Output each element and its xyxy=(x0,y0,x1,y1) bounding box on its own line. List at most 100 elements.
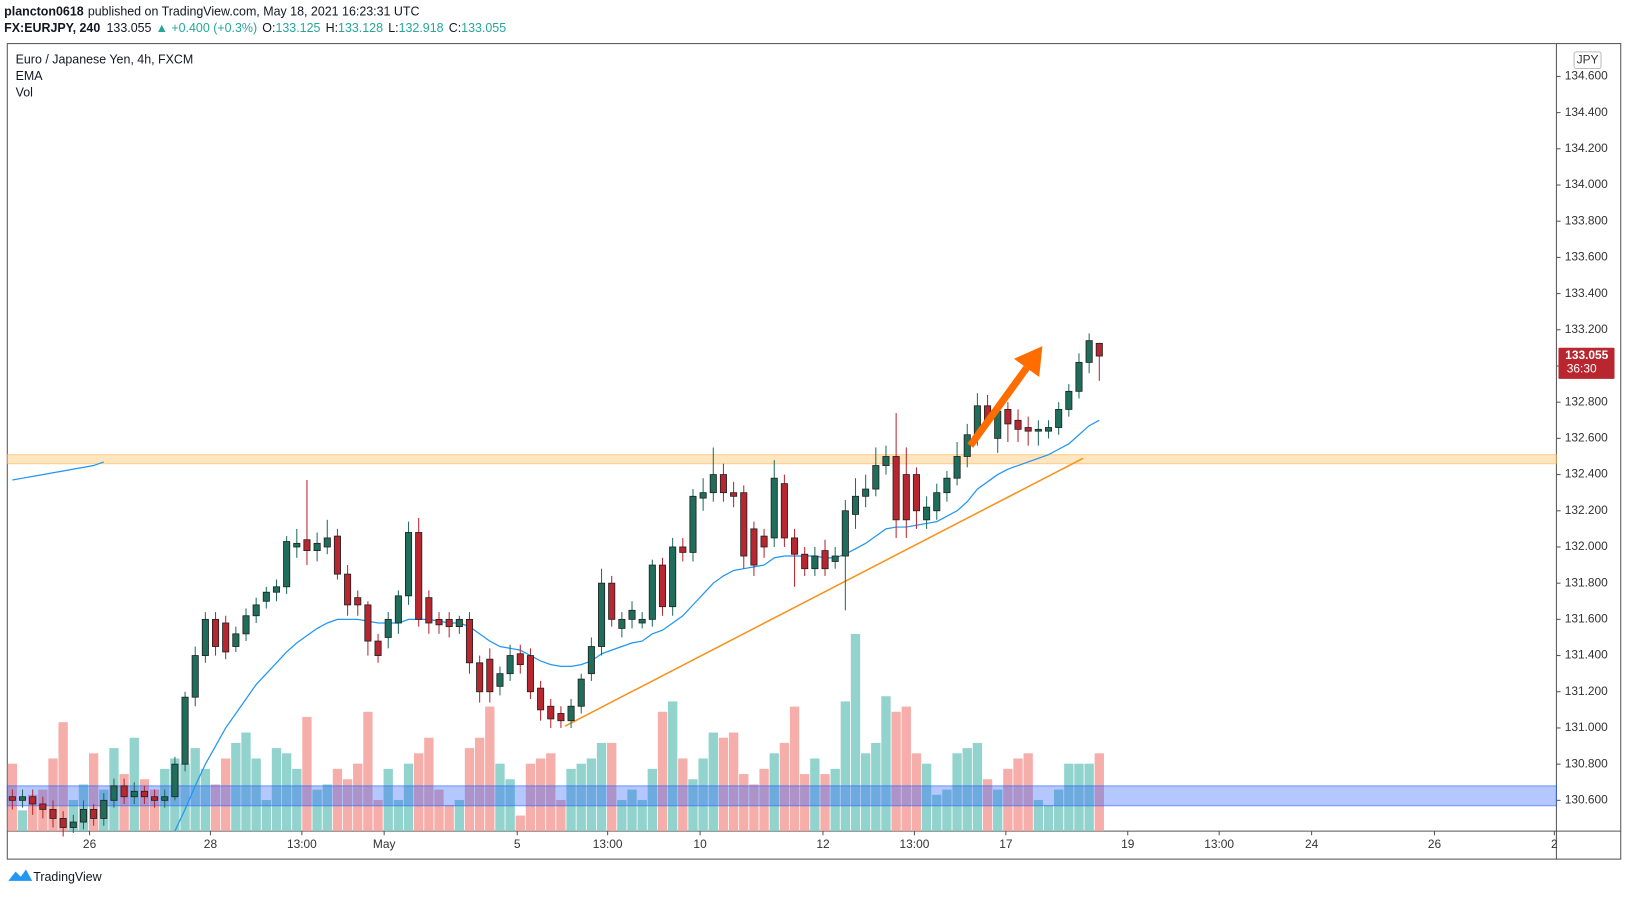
x-tick-label: 24 xyxy=(1305,837,1319,851)
x-tick-label: 13:00 xyxy=(899,837,929,851)
candle-body xyxy=(963,434,971,457)
volume-bar xyxy=(993,789,1003,832)
volume-bar xyxy=(515,815,525,832)
volume-bar xyxy=(200,768,211,832)
candle-body xyxy=(425,597,433,624)
volume-bar xyxy=(921,763,932,832)
volume-bar xyxy=(210,784,221,832)
x-tick-label: 13:00 xyxy=(287,837,317,851)
volume-bar xyxy=(149,789,160,832)
candle-body xyxy=(638,618,646,624)
x-tick-label: 10 xyxy=(693,837,707,851)
y-tick-label: 133.200 xyxy=(1565,322,1608,336)
y-tick-label: 133.400 xyxy=(1565,286,1608,300)
candle-body xyxy=(567,705,575,722)
ohlc-value: 132.918 xyxy=(399,21,444,35)
volume-bar xyxy=(739,774,749,832)
candle-body xyxy=(1075,361,1083,392)
candle-body xyxy=(1004,409,1012,425)
volume-bar xyxy=(942,789,952,832)
x-tick-label: 13:00 xyxy=(593,837,623,851)
volume-bar xyxy=(322,784,332,832)
candle-body xyxy=(953,456,961,479)
candle-body xyxy=(831,555,839,562)
currency: JPY xyxy=(1577,52,1599,66)
volume-bar xyxy=(840,701,851,832)
volume-bar xyxy=(860,753,871,832)
y-tick-label: 131.000 xyxy=(1565,720,1608,734)
y-tick-label: 134.600 xyxy=(1565,69,1608,83)
currency-box[interactable] xyxy=(1573,51,1602,69)
volume-bar xyxy=(911,753,922,832)
candle-body xyxy=(364,604,372,642)
volume-bar xyxy=(495,763,505,832)
candle-body xyxy=(120,785,128,798)
candle-body xyxy=(79,808,88,823)
candle-body xyxy=(435,618,443,626)
volume-bar xyxy=(891,711,901,832)
volume-bar xyxy=(190,748,200,832)
ohlc: O:133.125 H:133.128 L:132.918 C:133.055 xyxy=(262,21,506,35)
zone xyxy=(6,785,1557,807)
volume-bar xyxy=(800,774,810,832)
volume-bar xyxy=(1033,799,1044,832)
candle-body xyxy=(780,483,788,539)
volume-bar xyxy=(251,758,261,832)
volume-bar xyxy=(48,758,58,832)
volume-bar xyxy=(708,732,718,832)
volume-bar xyxy=(261,799,271,832)
symbol: FX:EURJPY, 240 xyxy=(4,21,100,35)
candle-body xyxy=(892,456,900,521)
volume-bar xyxy=(1003,768,1013,832)
volume-bar xyxy=(383,768,393,832)
volume-bar xyxy=(535,758,546,832)
footer-brand: TradingView xyxy=(33,870,102,884)
candle-body xyxy=(212,618,220,647)
candle-body xyxy=(252,604,260,617)
volume-bar xyxy=(972,742,983,832)
y-tick-label: 131.200 xyxy=(1565,684,1608,698)
candle-body xyxy=(811,555,819,570)
candle-body xyxy=(699,492,707,499)
candle-body xyxy=(69,821,77,828)
candle-body xyxy=(526,655,534,693)
candle-body xyxy=(90,808,98,819)
volume-bar xyxy=(231,742,241,832)
candle-body xyxy=(232,633,240,647)
candle-body xyxy=(912,474,920,512)
ema-line xyxy=(12,461,105,481)
ohlc-label: H: xyxy=(326,21,338,35)
y-tick-label: 130.800 xyxy=(1565,756,1608,770)
y-tick-label: 131.400 xyxy=(1565,648,1608,662)
candle-body xyxy=(18,796,27,801)
volume-bar xyxy=(393,799,404,832)
volume-bar xyxy=(464,748,475,832)
candle-body xyxy=(841,510,849,557)
candle-body xyxy=(496,673,504,687)
candle-body xyxy=(516,653,524,666)
volume-bar xyxy=(271,748,282,832)
volume-bar xyxy=(962,748,972,832)
candle-body xyxy=(8,796,16,801)
candle-body xyxy=(882,456,890,466)
volume-bar xyxy=(698,758,708,832)
candle-body xyxy=(719,474,727,494)
candle-body xyxy=(648,564,656,620)
candle-body xyxy=(923,506,931,521)
candle-body xyxy=(577,678,585,707)
volume-bar xyxy=(647,768,658,832)
volume-bar xyxy=(474,737,485,832)
volume-bar xyxy=(312,789,322,832)
candle-body xyxy=(1085,340,1093,363)
candle-body xyxy=(1095,342,1103,357)
last: 133.055 xyxy=(106,21,151,35)
candle-body xyxy=(1065,390,1073,410)
candle-body xyxy=(151,796,159,801)
volume-bar xyxy=(434,789,444,832)
candle-body xyxy=(29,796,37,805)
volume-bar xyxy=(830,768,840,832)
candle-body xyxy=(222,622,230,653)
volume-bar xyxy=(58,722,68,832)
volume-bar xyxy=(881,696,891,832)
